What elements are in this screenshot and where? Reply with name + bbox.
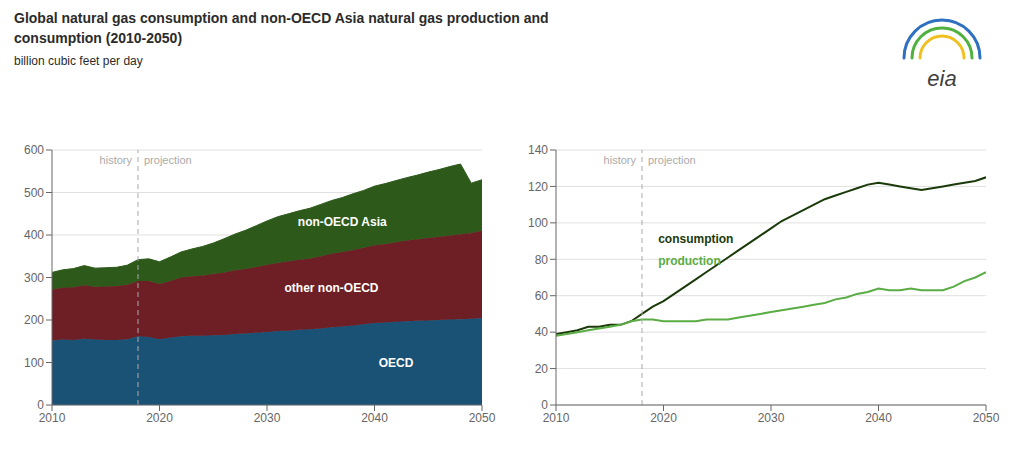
- svg-text:2040: 2040: [361, 411, 388, 425]
- html-text:billion cubic feet per day: billion cubic feet per day: [14, 54, 143, 68]
- svg-text:60: 60: [535, 289, 549, 303]
- svg-text:40: 40: [535, 325, 549, 339]
- svg-text:200: 200: [24, 313, 44, 327]
- svg-text:500: 500: [24, 186, 44, 200]
- svg-text:consumption: consumption: [658, 232, 733, 246]
- svg-text:100: 100: [528, 216, 548, 230]
- svg-text:300: 300: [24, 271, 44, 285]
- svg-text:0: 0: [37, 398, 44, 412]
- svg-text:2040: 2040: [865, 411, 892, 425]
- svg-text:0: 0: [541, 398, 548, 412]
- svg-text:projection: projection: [648, 154, 696, 166]
- svg-text:eia: eia: [927, 66, 956, 91]
- svg-text:2020: 2020: [650, 411, 677, 425]
- svg-text:2020: 2020: [146, 411, 173, 425]
- svg-text:80: 80: [535, 253, 549, 267]
- svg-text:140: 140: [528, 143, 548, 157]
- svg-text:400: 400: [24, 228, 44, 242]
- svg-text:100: 100: [24, 356, 44, 370]
- svg-text:other non-OECD: other non-OECD: [285, 281, 379, 295]
- svg-text:2010: 2010: [39, 411, 66, 425]
- svg-text:2030: 2030: [254, 411, 281, 425]
- svg-text:2050: 2050: [469, 411, 496, 425]
- svg-text:2030: 2030: [758, 411, 785, 425]
- svg-text:history: history: [100, 154, 133, 166]
- svg-text:120: 120: [528, 180, 548, 194]
- html-text:Global natural gas consumption: Global natural gas consumption and non-O…: [14, 10, 549, 26]
- svg-text:OECD: OECD: [379, 356, 414, 370]
- html-text:consumption (2010-2050): consumption (2010-2050): [14, 30, 183, 46]
- svg-text:20: 20: [535, 362, 549, 376]
- svg-text:history: history: [604, 154, 637, 166]
- svg-text:2010: 2010: [543, 411, 570, 425]
- svg-text:2050: 2050: [973, 411, 1000, 425]
- svg-text:non-OECD Asia: non-OECD Asia: [298, 215, 387, 229]
- svg-text:production: production: [658, 254, 721, 268]
- svg-text:600: 600: [24, 143, 44, 157]
- svg-text:projection: projection: [144, 154, 192, 166]
